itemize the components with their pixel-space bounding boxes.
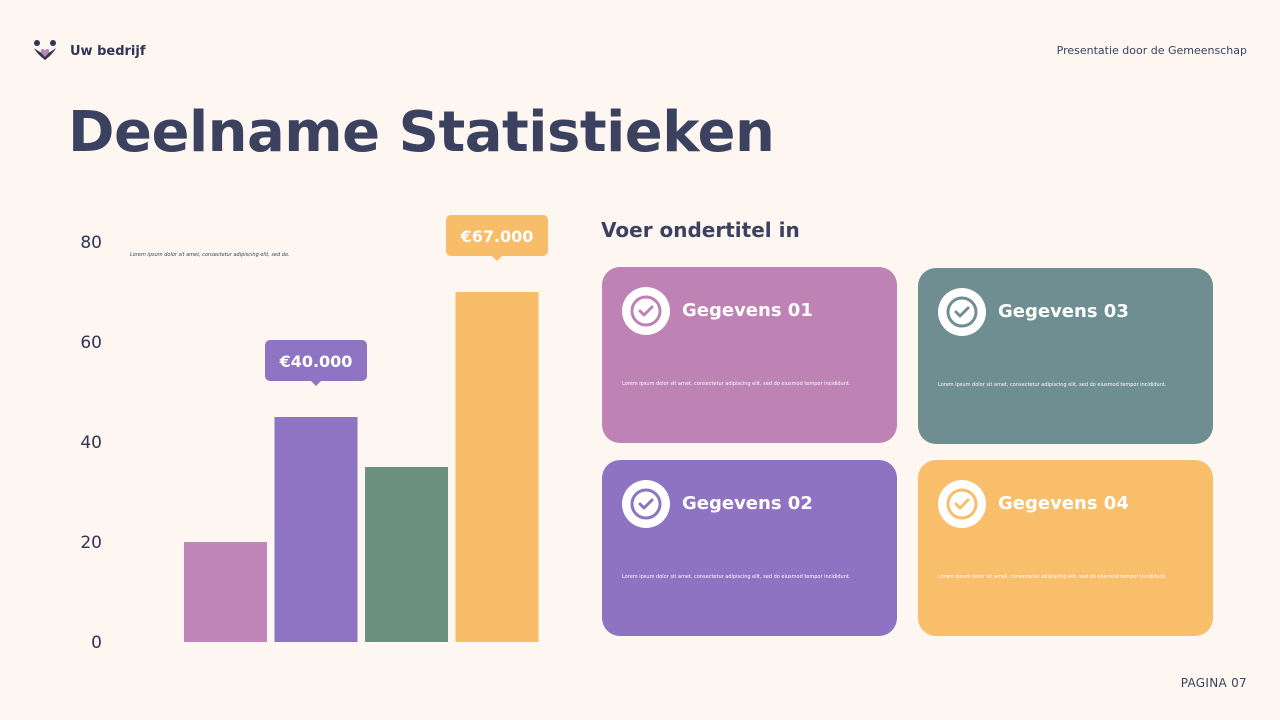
brand: Uw bedrijf — [32, 38, 146, 64]
presenter-label: Presentatie door de Gemeenschap — [1056, 44, 1247, 57]
card-title: Gegevens 03 — [998, 301, 1129, 322]
subtitle: Voer ondertitel in — [601, 218, 800, 242]
y-tick-label: 0 — [91, 633, 102, 653]
card-gegevens-02: Gegevens 02 Lorem ipsum dolor sit amet, … — [602, 460, 897, 636]
svg-text:€67.000: €67.000 — [460, 227, 534, 246]
data-label: €40.000 — [265, 340, 367, 386]
bar — [455, 292, 539, 642]
card-text: Lorem ipsum dolor sit amet, consectetur … — [622, 574, 851, 580]
bar-chart: 0 20 40 60 80 €40.000 €67.000 Lorem ipsum dolo… — [60, 210, 560, 660]
data-label: €67.000 — [446, 215, 548, 261]
chart-note: Lorem ipsum dolor sit amet, consectetur … — [130, 252, 290, 258]
card-title: Gegevens 04 — [998, 493, 1129, 514]
bar-chart-svg: 0 20 40 60 80 €40.000 €67.000 — [80, 215, 548, 653]
bar — [184, 542, 267, 642]
company-name: Uw bedrijf — [70, 43, 146, 59]
check-circle-icon — [629, 294, 663, 328]
card-title: Gegevens 02 — [682, 493, 813, 514]
card-title: Gegevens 01 — [682, 300, 813, 321]
y-tick-label: 40 — [80, 433, 102, 453]
check-circle-icon — [945, 487, 979, 521]
card-gegevens-01: Gegevens 01 Lorem ipsum dolor sit amet, … — [602, 267, 897, 443]
y-tick-label: 20 — [80, 533, 102, 553]
check-circle-icon — [945, 295, 979, 329]
page-number: PAGINA 07 — [1180, 676, 1247, 690]
heart-people-icon — [34, 40, 56, 60]
card-text: Lorem ipsum dolor sit amet, consectetur … — [938, 574, 1167, 580]
bar — [274, 417, 358, 642]
y-tick-label: 80 — [80, 233, 102, 253]
bar — [365, 467, 448, 642]
page-title: Deelname Statistieken — [68, 100, 775, 165]
card-gegevens-04: Gegevens 04 Lorem ipsum dolor sit amet, … — [918, 460, 1213, 636]
card-gegevens-03: Gegevens 03 Lorem ipsum dolor sit amet, … — [918, 268, 1213, 444]
card-text: Lorem ipsum dolor sit amet, consectetur … — [938, 382, 1167, 388]
y-tick-label: 60 — [80, 333, 102, 353]
card-text: Lorem ipsum dolor sit amet, consectetur … — [622, 381, 851, 387]
check-circle-icon — [629, 487, 663, 521]
svg-text:€40.000: €40.000 — [279, 352, 353, 371]
